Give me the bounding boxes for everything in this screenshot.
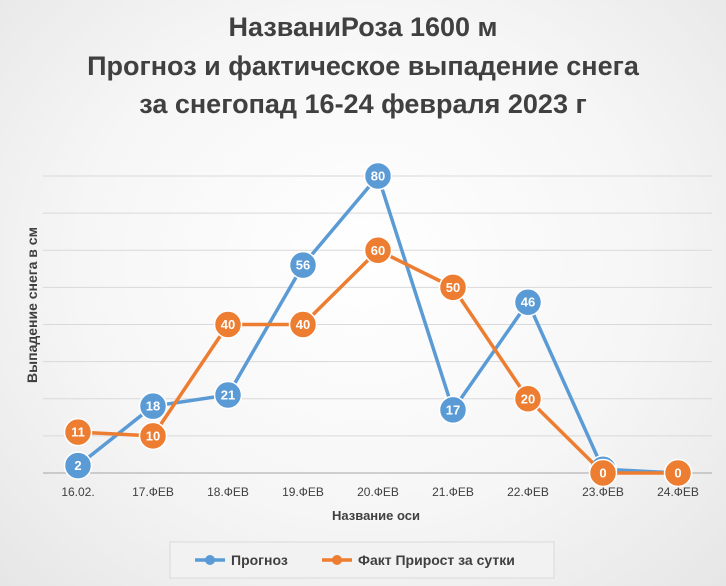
data-point[interactable] [438,395,468,425]
data-point[interactable] [138,421,168,451]
legend-swatch-marker [205,555,215,565]
legend: Прогноз Факт Прирост за сутки [169,541,555,579]
data-label: 40 [221,317,235,332]
x-tick-label: 21.ФЕВ [432,485,474,499]
x-tick-label: 22.ФЕВ [507,485,549,499]
data-label: 20 [521,391,535,406]
chart-title-line-3: за снегопад 16-24 февраля 2023 г [139,89,586,119]
data-label: 17 [446,402,460,417]
chart-title: НазваниРоза 1600 м Прогноз и фактическое … [87,12,640,119]
data-point[interactable] [138,391,168,421]
data-point[interactable] [438,273,468,302]
data-label: 11 [71,425,85,440]
data-point[interactable] [63,417,93,447]
x-tick-label: 23.ФЕВ [582,485,624,499]
data-point[interactable] [513,384,543,413]
x-axis: 16.02. 17.ФЕВ 18.ФЕВ 19.ФЕВ 20.ФЕВ 21.ФЕВ 22.Ф… [24,227,712,523]
data-point[interactable] [588,458,618,488]
legend-item-1[interactable]: Прогноз [195,552,288,568]
data-point[interactable] [363,161,393,191]
data-label: 0 [674,466,681,481]
legend-box [169,541,555,579]
x-axis-title: Название оси [332,508,420,523]
x-tick-label: 18.ФЕВ [207,485,249,499]
data-point[interactable] [513,287,543,317]
x-tick-label: 17.ФЕВ [132,485,174,499]
data-point[interactable] [213,310,243,339]
data-point[interactable] [363,236,393,265]
y-axis-title: Выпадение снега в см [24,227,40,383]
chart-title-line-2: Прогноз и фактическое выпадение снега [87,51,640,81]
data-point[interactable] [63,451,93,480]
data-label: 40 [296,317,310,332]
data-label: 56 [296,258,310,273]
x-tick-label: 19.ФЕВ [282,485,324,499]
data-point[interactable] [213,380,243,410]
x-tick-label: 24.ФЕВ [657,485,699,499]
series-layer: 218215680174611110404060502000 [63,161,693,488]
series-2: 11 10 40 40 60 50 20 0 0 [63,236,693,488]
data-label: 50 [446,280,460,295]
data-label: 2 [74,458,81,473]
data-label: 10 [146,428,160,443]
data-label: 80 [371,169,385,184]
legend-swatch-marker [332,555,342,565]
data-point[interactable] [288,310,318,339]
data-label: 18 [146,399,160,414]
legend-label: Факт Прирост за сутки [358,552,515,568]
x-tick-label: 16.02. [61,485,94,499]
data-label: 0 [599,466,606,481]
data-label: 60 [371,243,385,258]
data-label: 46 [521,295,535,310]
legend-item-2[interactable]: Факт Прирост за сутки [322,552,515,568]
chart-title-line-1: НазваниРоза 1600 м [228,12,497,42]
legend-label: Прогноз [231,552,288,568]
data-point[interactable] [288,250,318,280]
x-tick-label: 20.ФЕВ [357,485,399,499]
data-point[interactable] [663,458,693,488]
data-label: 21 [221,388,235,403]
